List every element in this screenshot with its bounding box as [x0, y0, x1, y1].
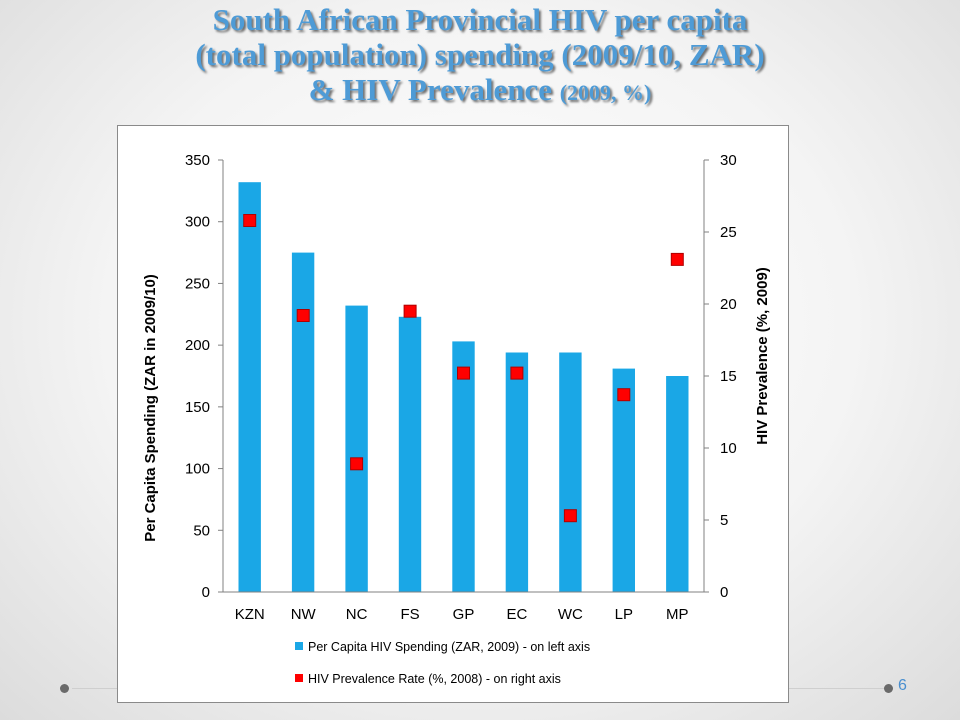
- left-tick-300: 300: [185, 214, 210, 231]
- right-tick-20: 20: [720, 296, 737, 313]
- left-tick-250: 250: [185, 275, 210, 292]
- right-tick-0: 0: [720, 584, 728, 601]
- marker-nc: [350, 457, 364, 471]
- x-tick-mp: MP: [666, 606, 689, 623]
- title-line-3-main: & HIV Prevalence: [308, 72, 552, 107]
- legend-marker-swatch: [295, 674, 303, 682]
- legend-marker-label: HIV Prevalence Rate (%, 2008) - on right…: [308, 672, 561, 686]
- footer-dot-right: [884, 684, 893, 693]
- marker-wc: [563, 509, 577, 523]
- marker-mp: [670, 252, 684, 266]
- x-tick-labels: KZN NW NC FS GP EC WC LP MP: [235, 606, 689, 623]
- bars-group: [238, 182, 689, 592]
- bar-lp: [612, 368, 635, 592]
- x-tick-nc: NC: [346, 606, 368, 623]
- marker-fs: [403, 304, 417, 318]
- right-tick-5: 5: [720, 512, 728, 529]
- marker-ec: [510, 366, 524, 380]
- marker-kzn: [243, 214, 257, 227]
- right-tick-30: 30: [720, 152, 737, 169]
- right-tick-15: 15: [720, 368, 737, 385]
- marker-lp: [617, 388, 631, 402]
- slide-title: South African Provincial HIV per capita …: [0, 2, 960, 110]
- footer-line-left: [72, 688, 117, 689]
- marker-gp: [457, 366, 470, 380]
- right-tick-10: 10: [720, 440, 737, 457]
- page-number: 6: [898, 677, 907, 694]
- x-tick-fs: FS: [401, 606, 420, 623]
- bar-nw: [291, 252, 315, 592]
- legend-bar-swatch: [295, 642, 303, 650]
- left-tick-100: 100: [185, 461, 210, 478]
- title-line-1: South African Provincial HIV per capita: [212, 2, 748, 37]
- left-tick-50: 50: [193, 522, 210, 539]
- x-tick-nw: NW: [291, 606, 317, 623]
- x-tick-ec: EC: [506, 606, 527, 623]
- bar-wc: [559, 352, 582, 592]
- left-axis-title: Per Capita Spending (ZAR in 2009/10): [142, 274, 159, 542]
- bar-nc: [345, 305, 368, 592]
- x-tick-kzn: KZN: [235, 606, 265, 623]
- chart-frame: 0 50 100 150 200 250 300 350 0 5 10 15 20 25 30 KZN NW…: [117, 125, 789, 703]
- legend-bar-label: Per Capita HIV Spending (ZAR, 2009) - on…: [308, 640, 590, 654]
- footer-dot-left: [60, 684, 69, 693]
- left-tick-350: 350: [185, 152, 210, 169]
- bar-fs: [398, 316, 422, 592]
- bar-mp: [666, 376, 689, 592]
- x-tick-wc: WC: [558, 606, 583, 623]
- marker-nw: [296, 309, 310, 322]
- x-tick-lp: LP: [615, 606, 633, 623]
- footer-line-right: [789, 688, 884, 689]
- markers-group: [243, 214, 684, 523]
- left-tick-0: 0: [202, 584, 210, 601]
- bar-ec: [505, 352, 529, 592]
- right-tick-25: 25: [720, 224, 737, 241]
- title-line-3: & HIV Prevalence (2009, %): [0, 72, 960, 110]
- bar-gp: [452, 341, 475, 592]
- title-line-3-small: (2009, %): [559, 80, 652, 105]
- legend: Per Capita HIV Spending (ZAR, 2009) - on…: [295, 640, 590, 686]
- left-tick-200: 200: [185, 337, 210, 354]
- title-line-2: (total population) spending (2009/10, ZA…: [195, 37, 765, 72]
- bar-kzn: [238, 182, 261, 592]
- x-tick-gp: GP: [453, 606, 475, 623]
- chart: 0 50 100 150 200 250 300 350 0 5 10 15 20 25 30 KZN NW…: [142, 152, 771, 686]
- right-axis-title: HIV Prevalence (%, 2009): [754, 267, 771, 445]
- left-tick-labels: 0 50 100 150 200 250 300 350: [185, 152, 223, 601]
- right-tick-labels: 0 5 10 15 20 25 30: [704, 152, 737, 601]
- left-tick-150: 150: [185, 399, 210, 416]
